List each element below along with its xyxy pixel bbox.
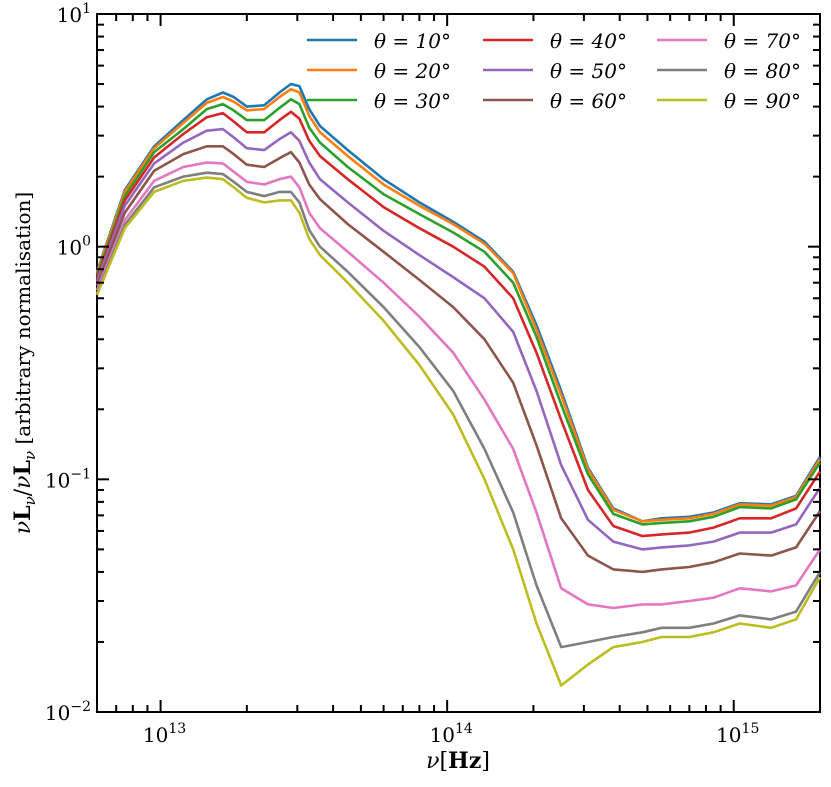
legend-label-7: θ = 70°: [724, 29, 801, 53]
series-line-7: [95, 161, 822, 610]
legend-label-8: θ = 80°: [724, 59, 801, 83]
y-tick-label: 10−2: [45, 699, 91, 725]
series-line-5: [95, 127, 822, 551]
legend: θ = 10° θ = 20° θ = 30° θ = 40° θ = 50° θ = 6…: [307, 29, 801, 113]
y-tick-label: 101: [57, 1, 91, 27]
series-line-9: [95, 176, 822, 687]
series-line-1: [95, 82, 822, 523]
series-line-4: [95, 110, 822, 538]
series-layer: [95, 82, 822, 687]
plot-frame: [96, 13, 821, 713]
tick-layer: 1013 1014 1015 10−2 10−1 100 101: [45, 1, 821, 747]
legend-label-1: θ = 10°: [374, 29, 451, 53]
y-axis-label: νLν/νLν [arbitrary normalisation]: [10, 192, 39, 534]
series-line-2: [95, 87, 822, 523]
legend-label-4: θ = 40°: [550, 29, 627, 53]
x-tick-label: 1015: [716, 721, 759, 747]
x-axis-label: ν[Hz]: [426, 748, 490, 774]
series-line-3: [95, 98, 822, 526]
y-tick-label: 10−1: [45, 466, 91, 492]
x-tick-label: 1013: [143, 721, 186, 747]
series-line-8: [95, 171, 822, 649]
series-line-6: [95, 145, 822, 574]
legend-label-5: θ = 50°: [550, 59, 627, 83]
legend-label-9: θ = 90°: [724, 89, 801, 113]
legend-label-3: θ = 30°: [374, 89, 451, 113]
legend-label-6: θ = 60°: [550, 89, 627, 113]
x-tick-label: 1014: [430, 721, 473, 747]
y-tick-label: 100: [57, 234, 91, 260]
legend-label-2: θ = 20°: [374, 59, 451, 83]
